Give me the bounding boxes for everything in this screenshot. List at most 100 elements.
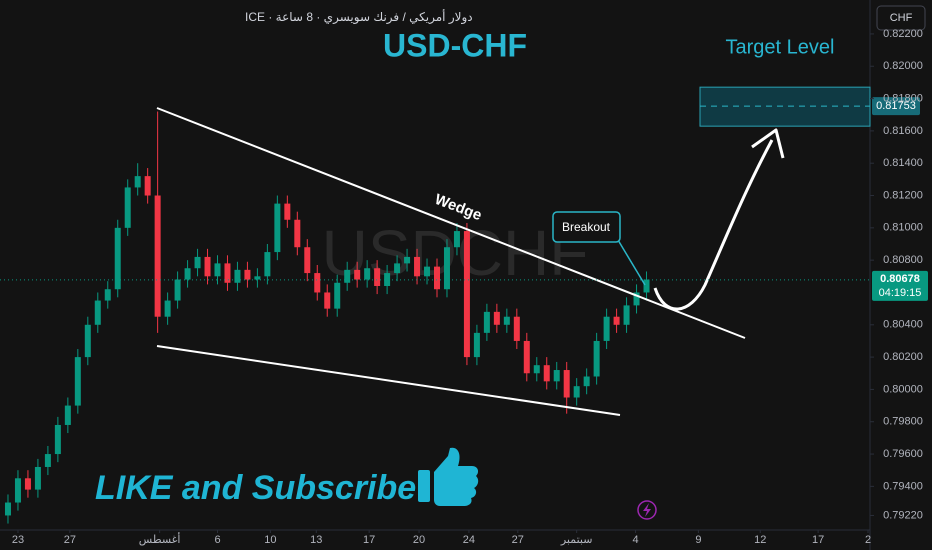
candle-body <box>254 276 261 280</box>
y-tick-label: 0.81600 <box>883 125 923 137</box>
candle-body <box>104 289 111 301</box>
currency-label[interactable]: CHF <box>890 12 913 24</box>
x-tick-label: 23 <box>12 534 24 546</box>
x-tick-label: 27 <box>64 534 76 546</box>
candle-body <box>433 266 440 290</box>
candle-body <box>134 176 141 188</box>
y-tick-label: 0.79800 <box>883 416 923 428</box>
last-price-label: 0.80678 <box>880 273 920 285</box>
candle-body <box>164 300 171 317</box>
breakout-pointer <box>617 239 646 286</box>
wedge-lower-line <box>156 345 621 416</box>
candle-body <box>384 273 391 287</box>
target-heading: Target Level <box>726 36 835 58</box>
target-price-box <box>872 97 920 116</box>
x-tick-label: 20 <box>413 534 425 546</box>
x-tick-label: 13 <box>310 534 322 546</box>
candle-body <box>44 454 51 467</box>
y-tick-label: 0.79220 <box>883 509 923 521</box>
candle-body <box>483 311 490 333</box>
candle-body <box>114 227 121 290</box>
candle-body <box>74 357 81 406</box>
x-tick-label: 12 <box>754 534 766 546</box>
watermark: USDCHF <box>322 217 589 289</box>
candle-body <box>54 424 61 455</box>
candle-body <box>324 292 331 309</box>
candle-body <box>284 203 291 220</box>
candle-body <box>154 195 161 317</box>
candle-body <box>374 268 381 287</box>
candle-body <box>24 478 31 490</box>
candle-body <box>334 282 341 309</box>
candle-body <box>144 176 151 196</box>
last-price-box <box>872 270 928 301</box>
candle-body <box>443 247 450 290</box>
candle-body <box>124 187 131 228</box>
countdown-label: 04:19:15 <box>879 287 922 299</box>
x-tick-label: 2 <box>865 534 871 546</box>
candle-body <box>424 266 431 277</box>
lightning-icon[interactable] <box>637 500 657 520</box>
thumbs-up-icon <box>418 447 479 506</box>
candle-body <box>543 365 550 382</box>
candle-body <box>64 405 71 425</box>
candle-body <box>643 279 650 293</box>
candle-body <box>603 316 610 341</box>
candle-body <box>633 292 640 306</box>
candle-body <box>523 340 530 374</box>
candle-body <box>473 332 480 358</box>
chart-title: USD-CHF <box>383 27 527 63</box>
currency-button[interactable] <box>876 5 926 31</box>
y-tick-label: 0.80000 <box>883 383 923 395</box>
wedge-upper-line <box>156 107 746 339</box>
candle-body <box>553 370 560 382</box>
candle-body <box>274 203 281 253</box>
candle-body <box>573 386 580 398</box>
x-tick-label: 6 <box>214 534 220 546</box>
candle-body <box>314 273 321 293</box>
y-tick-label: 0.79400 <box>883 480 923 492</box>
y-tick-label: 0.80200 <box>883 351 923 363</box>
candle-body <box>184 268 191 280</box>
candle-body <box>453 231 460 248</box>
candle-body <box>513 316 520 341</box>
candle-body <box>4 502 11 516</box>
y-tick-label: 0.82200 <box>883 28 923 40</box>
breakout-box <box>552 211 621 243</box>
x-tick-label: 17 <box>812 534 824 546</box>
x-tick-label: أغسطس <box>139 532 181 546</box>
candle-body <box>404 256 411 264</box>
target-price-label: 0.81753 <box>876 100 916 112</box>
candle-body <box>244 269 251 280</box>
candle-body <box>344 269 351 283</box>
candle-body <box>304 247 311 274</box>
candle-body <box>623 305 630 325</box>
candle-body <box>194 256 201 269</box>
y-tick-label: 0.82000 <box>883 60 923 72</box>
x-tick-label: سبتمبر <box>560 534 593 546</box>
candle-body <box>294 219 301 248</box>
candle-body <box>533 365 540 374</box>
projection-arrowhead <box>751 128 785 159</box>
x-tick-label: 27 <box>512 534 524 546</box>
candle-body <box>234 269 241 283</box>
candle-body <box>613 316 620 325</box>
y-tick-label: 0.80400 <box>883 319 923 331</box>
candle-body <box>174 279 181 301</box>
candle-body <box>463 231 470 358</box>
candle-body <box>563 370 570 398</box>
candles <box>4 111 650 524</box>
candle-body <box>394 263 401 274</box>
x-tick-label: 17 <box>363 534 375 546</box>
x-tick-label: 9 <box>695 534 701 546</box>
candle-body <box>503 316 510 325</box>
y-tick-label: 0.81200 <box>883 189 923 201</box>
breakout-label: Breakout <box>562 220 611 234</box>
y-tick-label: 0.79600 <box>883 448 923 460</box>
candle-body <box>493 311 500 325</box>
candle-body <box>34 466 41 490</box>
candle-body <box>414 256 421 277</box>
y-tick-label: 0.81000 <box>883 222 923 234</box>
